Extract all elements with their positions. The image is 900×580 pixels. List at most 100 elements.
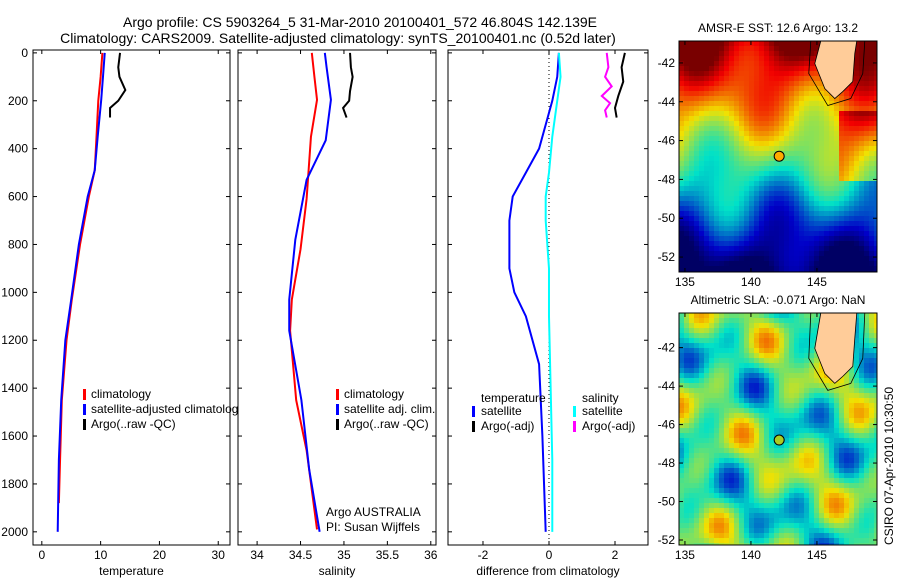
heatmap-cell — [769, 343, 774, 348]
heatmap-cell — [844, 448, 849, 453]
heatmap-cell — [769, 156, 774, 161]
heatmap-cell — [819, 448, 824, 453]
heatmap-cell — [814, 503, 819, 508]
heatmap-cell — [819, 231, 824, 236]
heatmap-cell — [769, 216, 774, 221]
heatmap-cell — [814, 101, 819, 106]
heatmap-cell — [814, 453, 819, 458]
heatmap-cell — [769, 116, 774, 121]
heatmap-cell — [869, 513, 874, 518]
heatmap-cell — [704, 236, 709, 241]
heatmap-cell — [759, 266, 764, 271]
heatmap-cell — [754, 51, 759, 56]
heatmap-cell — [859, 126, 864, 131]
heatmap-cell — [754, 513, 759, 518]
heatmap-cell — [719, 413, 724, 418]
heatmap-cell — [724, 141, 729, 146]
heatmap-cell — [794, 348, 799, 353]
heatmap-cell — [844, 523, 849, 528]
heatmap-cell — [864, 493, 869, 498]
heatmap-cell — [714, 338, 719, 343]
heatmap-cell — [804, 46, 809, 51]
heatmap-cell — [834, 443, 839, 448]
heatmap-cell — [689, 146, 694, 151]
heatmap-cell — [759, 146, 764, 151]
heatmap-cell — [774, 181, 779, 186]
heatmap-cell — [774, 403, 779, 408]
heatmap-cell — [689, 408, 694, 413]
heatmap-cell — [704, 76, 709, 81]
heatmap-cell — [754, 186, 759, 191]
heatmap-cell — [684, 241, 689, 246]
heatmap-cell — [799, 241, 804, 246]
heatmap-cell — [774, 161, 779, 166]
heatmap-cell — [769, 91, 774, 96]
heatmap-cell — [704, 91, 709, 96]
x-tick-label: 135 — [675, 548, 695, 562]
heatmap-cell — [784, 216, 789, 221]
heatmap-cell — [739, 323, 744, 328]
heatmap-cell — [779, 388, 784, 393]
heatmap-cell — [774, 363, 779, 368]
heatmap-cell — [794, 181, 799, 186]
heatmap-cell — [739, 528, 744, 533]
heatmap-cell — [709, 246, 714, 251]
heatmap-cell — [794, 251, 799, 256]
heatmap-cell — [754, 508, 759, 513]
heatmap-cell — [754, 206, 759, 211]
heatmap-cell — [839, 181, 844, 186]
heatmap-cell — [729, 241, 734, 246]
heatmap-cell — [814, 116, 819, 121]
heatmap-cell — [719, 403, 724, 408]
heatmap-cell — [874, 41, 877, 46]
heatmap-cell — [799, 61, 804, 66]
heatmap-cell — [704, 498, 709, 503]
heatmap-cell — [684, 201, 689, 206]
heatmap-cell — [874, 503, 877, 508]
heatmap-cell — [764, 533, 769, 538]
heatmap-cell — [839, 231, 844, 236]
heatmap-cell — [714, 448, 719, 453]
heatmap-cell — [744, 86, 749, 91]
heatmap-cell — [729, 176, 734, 181]
heatmap-cell — [764, 508, 769, 513]
heatmap-cell — [754, 261, 759, 266]
heatmap-cell — [784, 206, 789, 211]
y-tick-label: 1200 — [1, 333, 28, 347]
heatmap-cell — [689, 131, 694, 136]
heatmap-cell — [734, 478, 739, 483]
heatmap-cell — [739, 458, 744, 463]
heatmap-cell — [744, 81, 749, 86]
heatmap-cell — [749, 338, 754, 343]
heatmap-cell — [754, 433, 759, 438]
heatmap-cell — [829, 423, 834, 428]
heatmap-cell — [874, 226, 877, 231]
heatmap-cell — [694, 428, 699, 433]
heatmap-cell — [739, 508, 744, 513]
heatmap-cell — [684, 398, 689, 403]
heatmap-cell — [719, 528, 724, 533]
heatmap-cell — [784, 488, 789, 493]
heatmap-cell — [679, 323, 684, 328]
heatmap-cell — [694, 333, 699, 338]
heatmap-cell — [729, 523, 734, 528]
heatmap-cell — [779, 538, 784, 543]
heatmap-cell — [694, 221, 699, 226]
heatmap-cell — [694, 46, 699, 51]
heatmap-cell — [724, 251, 729, 256]
heatmap-cell — [854, 368, 859, 373]
heatmap-cell — [764, 453, 769, 458]
heatmap-cell — [849, 166, 854, 171]
heatmap-cell — [689, 161, 694, 166]
heatmap-cell — [739, 313, 744, 318]
heatmap-cell — [794, 56, 799, 61]
heatmap-cell — [809, 503, 814, 508]
heatmap-cell — [704, 398, 709, 403]
heatmap-cell — [689, 156, 694, 161]
heatmap-cell — [709, 181, 714, 186]
heatmap-cell — [784, 141, 789, 146]
heatmap-cell — [849, 136, 854, 141]
heatmap-cell — [844, 503, 849, 508]
heatmap-cell — [704, 161, 709, 166]
heatmap-cell — [784, 166, 789, 171]
